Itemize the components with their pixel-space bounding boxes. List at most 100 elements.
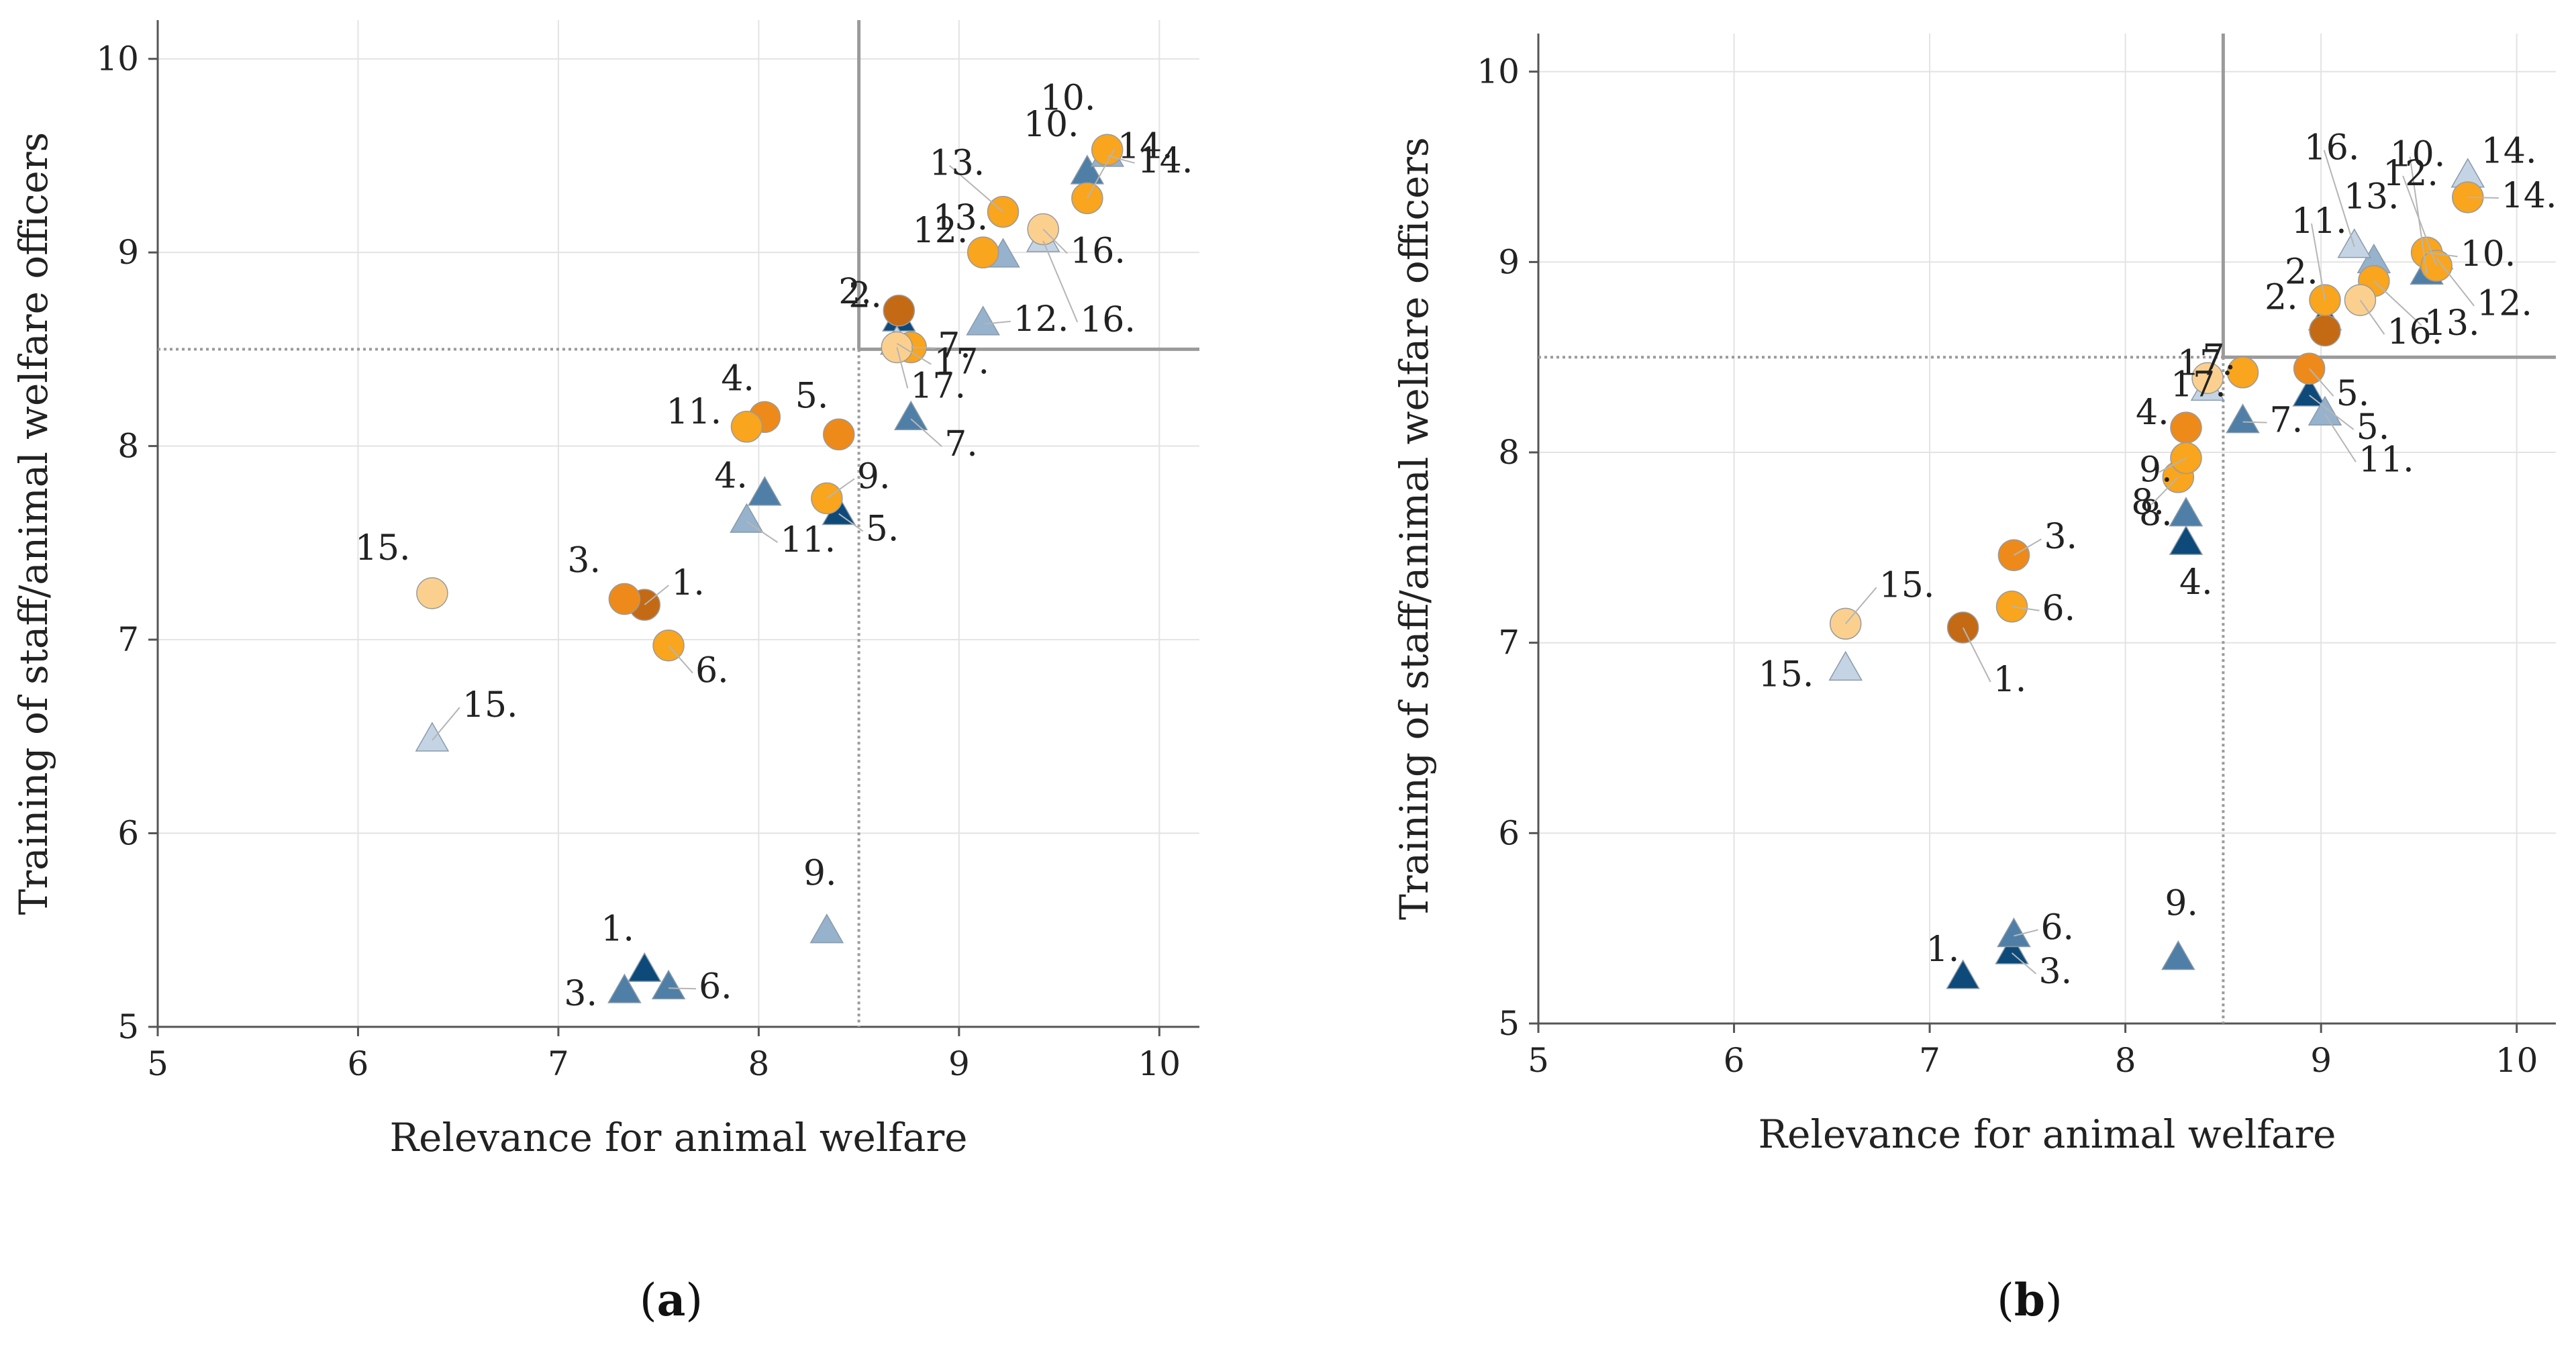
point-label-7: 7. [944,424,978,464]
point-label-6: 6. [2040,908,2074,948]
point-label-5: 5. [866,509,899,550]
point-label-11: 11. [780,520,836,560]
caption-close-paren: ) [2045,1274,2063,1326]
triangle-marker-6 [1997,917,2031,948]
point-label-12: 12. [913,211,969,251]
point-label-17: 17. [2171,364,2226,405]
circle-marker-5 [823,418,855,451]
point-label-5: 5. [795,376,829,416]
point-label-6: 6. [699,966,732,1007]
x-tick-label: 10 [1138,1044,1181,1083]
caption-letter: b [2014,1274,2045,1326]
circle-marker-17 [2191,362,2224,395]
point-label-7: 7. [2270,401,2303,441]
leader-line-12 [2436,258,2475,307]
triangle-marker-3 [1995,934,2029,964]
grid [157,20,1199,1028]
point-label-16: 16. [1070,232,1126,272]
triangle-marker-15 [415,721,450,752]
triangle-marker-16 [2337,228,2372,258]
circle-marker-15 [416,577,448,609]
leader-line-5 [838,513,864,532]
x-tick-label: 7 [1919,1041,1940,1080]
caption-open-paren: ( [1997,1274,2014,1326]
caption-close-paren: ) [685,1274,703,1326]
y-tick-label: 10 [96,40,139,79]
triangle-marker-12 [966,305,1000,336]
point-label-8: 8. [2131,483,2165,523]
point-label-10: 10. [2390,134,2446,174]
point-label-11: 11. [2291,201,2347,242]
point-labels: 1.2.3.4.5.6.7.9.10.11.12.13.14.15.16.17.… [355,78,1193,1014]
triangle-marker-9 [2161,940,2195,970]
y-tick-label: 9 [1498,242,1520,281]
point-label-6: 6. [2042,589,2076,629]
y-tick-label: 5 [1498,1004,1520,1043]
point-label-17: 17. [2177,343,2233,383]
point-label-14: 14. [1118,126,1173,166]
point-label-17: 17. [910,366,966,407]
point-label-16: 16. [2387,312,2442,352]
x-tick-label: 8 [748,1044,769,1083]
point-label-10: 10. [1024,105,1079,145]
leader-line-13 [948,164,1004,213]
x-tick-label: 5 [147,1044,168,1083]
x-tick-label: 7 [548,1044,569,1083]
leader-line-12 [2402,175,2438,266]
triangle-marker-6 [651,969,686,1000]
point-label-16: 16. [2304,128,2360,168]
leader-line-6 [668,987,697,990]
y-tick-label: 6 [117,814,139,853]
point-label-6: 6. [695,651,729,691]
circle-marker-2 [883,294,915,327]
x-tick-label: 8 [2115,1041,2136,1080]
leader-line-17 [896,347,909,389]
triangle-marker-9 [809,913,844,944]
leader-line-5 [2309,395,2355,430]
triangle-marker-5 [2292,377,2326,407]
leader-line-9 [2159,457,2187,473]
circle-marker-12 [967,236,999,268]
point-label-15: 15. [1758,654,1814,695]
leader-line-1 [1962,627,1991,683]
leader-line-17 [896,342,932,365]
leader-line-9 [826,478,855,499]
point-label-2: 2. [2285,252,2318,293]
y-tick-label: 9 [117,233,139,272]
markers [415,134,1125,1003]
x-tick-label: 10 [2495,1041,2538,1080]
caption-open-paren: ( [640,1274,657,1326]
point-label-7: 7. [938,326,971,366]
leader-line-3 [2011,952,2037,974]
y-axis-title: Training of staff/animal welfare officer… [11,132,56,915]
leader-line-15 [1844,587,1877,624]
leader-line-12 [983,320,1011,325]
leader-line-16 [1042,240,1079,323]
leader-line-7 [910,418,942,447]
triangle-marker-1 [627,952,662,983]
leader-line-5 [2308,368,2334,397]
point-label-12: 12. [1013,299,1069,340]
leader-line-10 [2409,156,2428,274]
circle-marker-2 [2309,314,2341,347]
x-axis-title: Relevance for animal welfare [389,1115,967,1160]
point-label-3: 3. [564,974,597,1014]
triangle-marker-3 [607,973,642,1003]
point-label-1: 1. [1993,660,2027,700]
point-label-3: 3. [2039,952,2073,992]
point-label-15: 15. [462,685,518,725]
circle-marker-11 [730,411,763,443]
leader-line-7 [2242,421,2267,423]
y-tick-label: 8 [117,427,139,466]
leader-line-11 [746,521,779,543]
point-label-4: 4. [2179,562,2213,603]
triangle-marker-4 [748,476,782,506]
triangle-marker-8 [2169,497,2203,527]
panel-caption: (b) [1997,1274,2063,1326]
point-label-17: 17. [934,342,989,383]
leader-line-16 [2323,150,2355,247]
point-label-14: 14. [1138,141,1193,181]
x-tick-label: 9 [948,1044,970,1083]
triangle-marker-7 [2226,403,2260,434]
